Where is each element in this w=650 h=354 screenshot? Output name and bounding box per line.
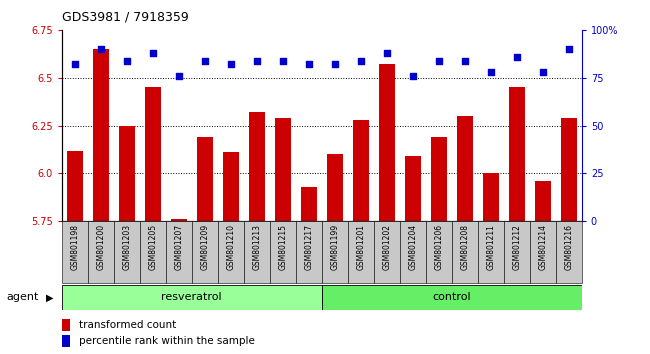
- Bar: [530, 221, 556, 283]
- Point: [512, 54, 522, 60]
- Bar: [348, 221, 374, 283]
- Text: GSM801216: GSM801216: [564, 224, 573, 270]
- Point: [382, 50, 392, 56]
- Bar: [119, 126, 135, 221]
- Point: [434, 58, 444, 63]
- Bar: [244, 221, 270, 283]
- Bar: [197, 137, 213, 221]
- Text: GSM801213: GSM801213: [252, 224, 261, 270]
- Bar: [353, 120, 369, 221]
- Point: [122, 58, 132, 63]
- Bar: [62, 335, 70, 347]
- Bar: [93, 49, 109, 221]
- Point: [200, 58, 210, 63]
- Point: [304, 62, 314, 67]
- Bar: [504, 221, 530, 283]
- Text: GSM801212: GSM801212: [512, 224, 521, 270]
- Bar: [431, 137, 447, 221]
- Point: [70, 62, 80, 67]
- Bar: [452, 221, 478, 283]
- Bar: [405, 156, 421, 221]
- Text: GSM801206: GSM801206: [434, 224, 443, 270]
- Bar: [62, 319, 70, 331]
- Point: [486, 69, 496, 75]
- Point: [278, 58, 288, 63]
- Text: resveratrol: resveratrol: [161, 292, 222, 302]
- Bar: [483, 173, 499, 221]
- Bar: [374, 221, 400, 283]
- Bar: [62, 285, 322, 310]
- Text: GSM801215: GSM801215: [278, 224, 287, 270]
- Bar: [166, 221, 192, 283]
- Bar: [67, 150, 83, 221]
- Point: [330, 62, 340, 67]
- Bar: [379, 64, 395, 221]
- Text: GSM801211: GSM801211: [486, 224, 495, 270]
- Text: percentile rank within the sample: percentile rank within the sample: [79, 336, 255, 346]
- Text: ▶: ▶: [46, 292, 54, 302]
- Bar: [509, 87, 525, 221]
- Point: [96, 46, 106, 52]
- Bar: [296, 221, 322, 283]
- Bar: [561, 118, 577, 221]
- Text: control: control: [432, 292, 471, 302]
- Bar: [223, 153, 239, 221]
- Text: GSM801203: GSM801203: [122, 224, 131, 270]
- Bar: [556, 221, 582, 283]
- Text: GSM801204: GSM801204: [408, 224, 417, 270]
- Bar: [426, 221, 452, 283]
- Point: [148, 50, 158, 56]
- Bar: [62, 221, 88, 283]
- Point: [174, 73, 184, 79]
- Text: GSM801201: GSM801201: [356, 224, 365, 270]
- Bar: [275, 118, 291, 221]
- Bar: [322, 221, 348, 283]
- Bar: [140, 221, 166, 283]
- Bar: [192, 221, 218, 283]
- Text: GSM801202: GSM801202: [382, 224, 391, 270]
- Point: [356, 58, 366, 63]
- Text: agent: agent: [6, 292, 39, 302]
- Text: GSM801208: GSM801208: [460, 224, 469, 270]
- Text: transformed count: transformed count: [79, 320, 177, 330]
- Bar: [535, 181, 551, 221]
- Point: [226, 62, 236, 67]
- Text: GSM801205: GSM801205: [148, 224, 157, 270]
- Text: GSM801209: GSM801209: [200, 224, 209, 270]
- Text: GSM801214: GSM801214: [538, 224, 547, 270]
- Text: GSM801199: GSM801199: [330, 224, 339, 270]
- Point: [564, 46, 574, 52]
- Text: GDS3981 / 7918359: GDS3981 / 7918359: [62, 11, 188, 24]
- Text: GSM801200: GSM801200: [96, 224, 105, 270]
- Bar: [457, 116, 473, 221]
- Point: [252, 58, 262, 63]
- Bar: [114, 221, 140, 283]
- Text: GSM801210: GSM801210: [226, 224, 235, 270]
- Bar: [400, 221, 426, 283]
- Point: [460, 58, 470, 63]
- Point: [538, 69, 548, 75]
- Bar: [301, 187, 317, 221]
- Bar: [218, 221, 244, 283]
- Bar: [322, 285, 582, 310]
- Text: GSM801217: GSM801217: [304, 224, 313, 270]
- Bar: [249, 112, 265, 221]
- Bar: [171, 219, 187, 221]
- Bar: [145, 87, 161, 221]
- Bar: [270, 221, 296, 283]
- Text: GSM801207: GSM801207: [174, 224, 183, 270]
- Bar: [327, 154, 343, 221]
- Text: GSM801198: GSM801198: [70, 224, 79, 270]
- Bar: [478, 221, 504, 283]
- Bar: [88, 221, 114, 283]
- Point: [408, 73, 418, 79]
